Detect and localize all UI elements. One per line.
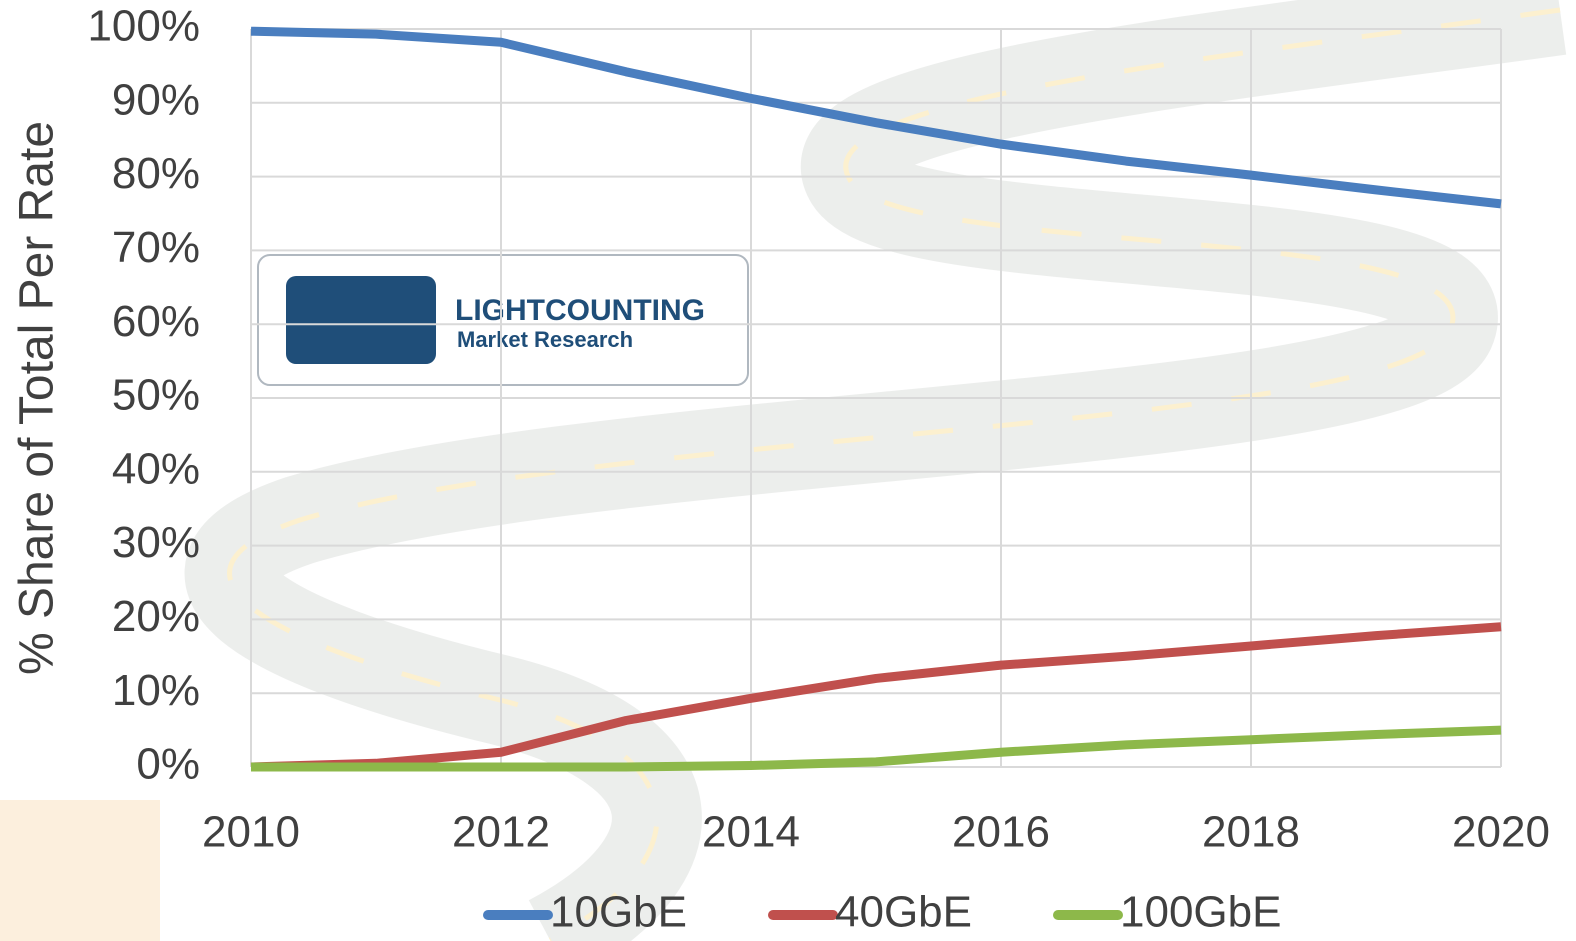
y-tick-label: 30% xyxy=(112,518,200,567)
y-tick-label: 10% xyxy=(112,666,200,715)
legend-label: 100GbE xyxy=(1120,888,1281,937)
series-line xyxy=(251,725,1502,772)
logo: LIGHTCOUNTING Market Research xyxy=(257,254,749,386)
logo-subtitle: Market Research xyxy=(457,327,633,352)
series-line xyxy=(250,26,1502,209)
y-tick-label: 70% xyxy=(112,223,200,272)
legend-label: 40GbE xyxy=(835,888,972,937)
series-line xyxy=(250,622,1502,772)
y-tick-label: 40% xyxy=(112,444,200,493)
y-tick-label: 0% xyxy=(136,740,200,789)
logo-title: LIGHTCOUNTING xyxy=(455,294,705,327)
x-tick-label: 2010 xyxy=(202,808,300,857)
y-tick-label: 60% xyxy=(112,297,200,346)
x-tick-label: 2016 xyxy=(952,808,1050,857)
y-tick-label: 20% xyxy=(112,592,200,641)
y-tick-label: 100% xyxy=(87,2,200,51)
y-tick-label: 90% xyxy=(112,75,200,124)
y-tick-label: 50% xyxy=(112,371,200,420)
x-tick-label: 2012 xyxy=(452,808,550,857)
y-tick-label: 80% xyxy=(112,149,200,198)
x-tick-label: 2014 xyxy=(702,808,800,857)
legend-label: 10GbE xyxy=(550,888,687,937)
x-tick-label: 2020 xyxy=(1452,808,1550,857)
y-axis-title: % Share of Total Per Rate xyxy=(11,121,64,675)
x-tick-label: 2018 xyxy=(1202,808,1300,857)
